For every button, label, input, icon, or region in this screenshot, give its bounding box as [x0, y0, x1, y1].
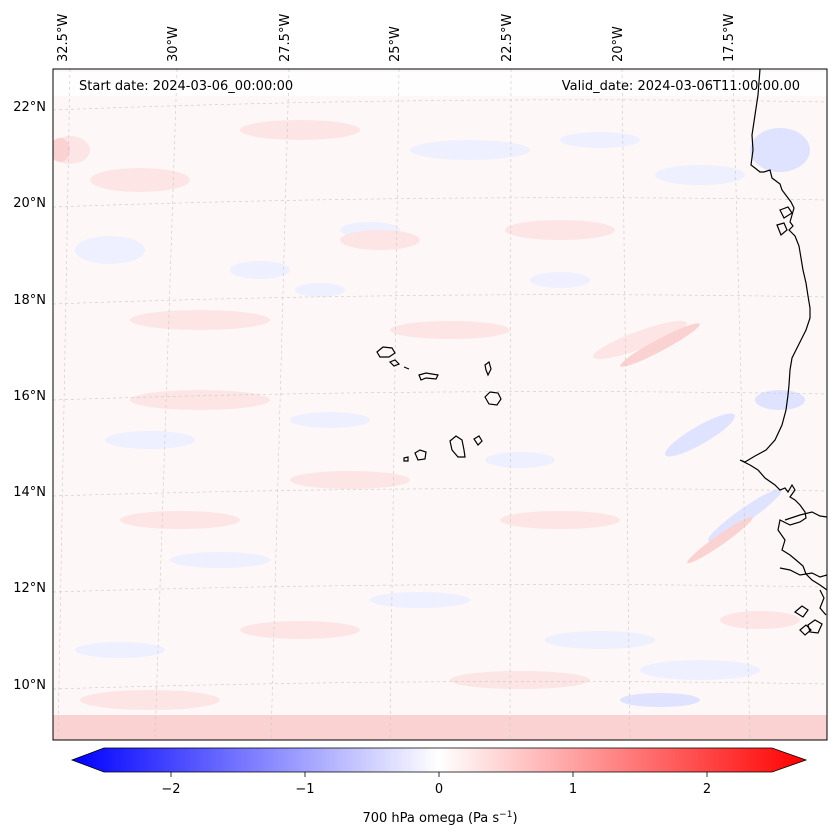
bijagos-island: [799, 624, 812, 636]
island-santa-luzia: [403, 366, 410, 370]
start-date-label: Start date: 2024-03-06_00:00:00: [79, 79, 293, 94]
omega-field: [53, 69, 827, 740]
colorbar-tick-label: 1: [569, 782, 577, 797]
colorbar-label-exponent: −1: [499, 810, 512, 820]
lon-label: 25°W: [388, 26, 403, 62]
colorbar-ticks: −2 −1 0 1 2: [161, 772, 711, 797]
lat-label: 16°N: [13, 389, 46, 404]
colorbar-tick-label: −2: [161, 782, 180, 797]
lat-label: 14°N: [13, 485, 46, 500]
cape-verde-islands: [376, 346, 502, 462]
lon-label: 22.5°W: [500, 14, 515, 62]
gridlines: [53, 69, 827, 740]
island-maio: [473, 435, 483, 446]
negative-omega-cores: [620, 128, 810, 707]
colorbar-tick-label: 0: [435, 782, 443, 797]
island-sao-vicente: [388, 359, 401, 367]
lon-label: 30°W: [166, 26, 181, 62]
map-panel: Start date: 2024-03-06_00:00:00 Valid_da…: [52, 68, 828, 741]
lon-label: 17.5°W: [722, 14, 737, 62]
lat-label: 22°N: [13, 100, 46, 115]
lon-label: 20°W: [611, 26, 626, 62]
colorbar-strip: [70, 747, 808, 773]
island-sao-nicolau: [418, 372, 439, 381]
header-band: [53, 72, 827, 96]
colorbar-tick-label: −1: [295, 782, 314, 797]
lat-label: 20°N: [13, 196, 46, 211]
lon-label: 32.5°W: [56, 14, 71, 62]
island-boa-vista: [484, 391, 502, 406]
coastline-gambia-river: [784, 511, 827, 521]
positive-omega-cores: [53, 138, 827, 740]
island-brava: [403, 456, 409, 462]
lat-label: 18°N: [13, 293, 46, 308]
coastline-casamance: [779, 567, 827, 578]
island-sal: [484, 360, 492, 377]
bijagos-island: [793, 605, 809, 618]
island-fogo: [414, 449, 427, 461]
lat-label: 10°N: [13, 678, 46, 693]
latitude-labels: 22°N 20°N 18°N 16°N 14°N 12°N 10°N: [13, 100, 46, 693]
coastline-inlet: [776, 222, 788, 236]
coastline-inlet: [779, 206, 793, 219]
island-santo-antao: [376, 346, 396, 358]
lon-label: 27.5°W: [278, 14, 293, 62]
map-frame: [52, 68, 828, 741]
lat-label: 12°N: [13, 581, 46, 596]
colorbar-label-suffix: ): [512, 811, 517, 826]
island-santiago: [449, 435, 466, 458]
coastline-main: [739, 69, 827, 591]
colorbar-label-prefix: 700 hPa omega (Pa s: [362, 811, 499, 826]
colorbar-tick-label: 2: [703, 782, 711, 797]
coastline-guinea-bissau: [819, 589, 827, 616]
colorbar-label: 700 hPa omega (Pa s−1): [362, 810, 517, 826]
longitude-labels: 32.5°W 30°W 27.5°W 25°W 22.5°W 20°W 17.5…: [56, 14, 737, 62]
west-africa-coastline: [739, 69, 827, 636]
colorbar: −2 −1 0 1 2 700 hPa omega (Pa s−1): [70, 747, 808, 826]
valid-date-label: Valid_date: 2024-03-06T11:00:00.00: [562, 79, 800, 94]
